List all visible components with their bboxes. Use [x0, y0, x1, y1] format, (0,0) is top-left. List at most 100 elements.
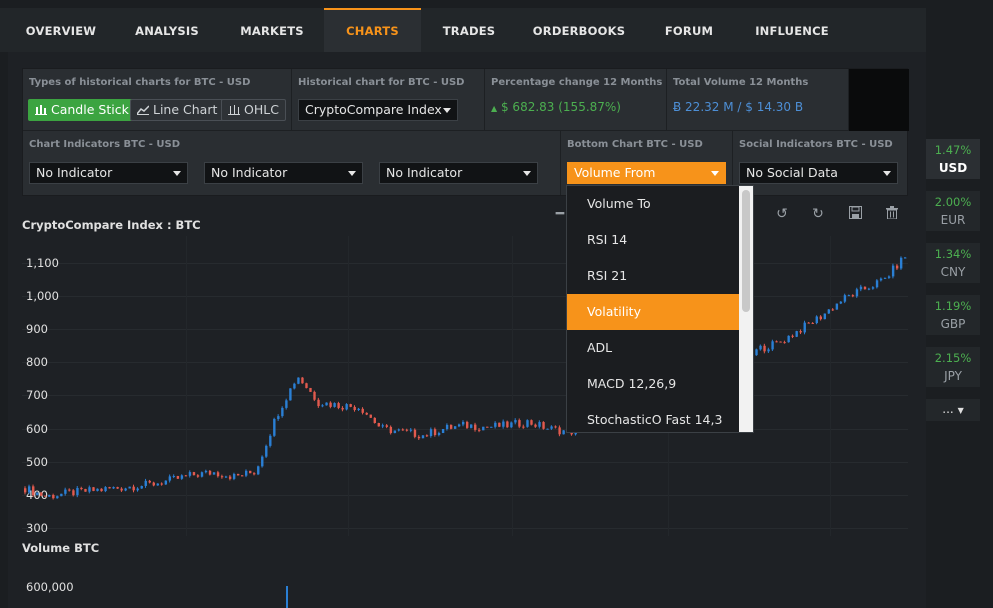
candle — [232, 473, 236, 479]
tab-influence[interactable]: INFLUENCE — [755, 24, 829, 38]
historical-select[interactable]: CryptoCompare Index — [298, 99, 458, 121]
candle — [132, 486, 135, 491]
tab-overview[interactable]: OVERVIEW — [25, 24, 97, 38]
candle — [498, 422, 501, 427]
candle — [269, 435, 272, 446]
candle — [236, 473, 240, 476]
trash-icon[interactable] — [884, 206, 900, 222]
candle — [44, 495, 47, 497]
grid-line — [22, 263, 908, 264]
candle — [542, 422, 545, 429]
dropdown-item-adl[interactable]: ADL — [587, 340, 613, 355]
candle — [449, 424, 453, 429]
tab-charts[interactable]: CHARTS — [324, 8, 421, 52]
candle — [68, 489, 71, 491]
dropdown-scrollbar-thumb[interactable] — [742, 190, 750, 312]
indicator-select-3[interactable]: No Indicator — [379, 162, 538, 184]
social-select[interactable]: No Social Data — [739, 162, 898, 184]
candle — [879, 278, 883, 281]
line-chart-button[interactable]: Line Chart — [130, 99, 225, 121]
indicator-2-value: No Indicator — [211, 165, 288, 180]
chevron-down-icon — [348, 171, 356, 176]
minus-icon[interactable]: ━ — [555, 206, 565, 222]
redo-icon[interactable]: ↻ — [812, 206, 824, 222]
candle — [321, 405, 324, 407]
ohlc-button[interactable]: OHLC — [221, 99, 286, 121]
total-volume-cell: Total Volume 12 Months Ƀ 22.32 M / $ 14.… — [667, 69, 849, 131]
candle — [377, 423, 380, 427]
tab-forum[interactable]: FORUM — [664, 24, 714, 38]
candle — [466, 421, 469, 428]
tab-orderbooks[interactable]: ORDERBOOKS — [532, 24, 626, 38]
candle — [297, 377, 300, 384]
currency-eur[interactable]: 2.00% EUR — [926, 191, 980, 231]
bottom-chart-select[interactable]: Volume From — [567, 162, 726, 184]
grid-line — [512, 236, 513, 536]
candle — [345, 404, 348, 410]
candle — [393, 430, 397, 434]
candle — [409, 429, 413, 431]
candlestick-icon — [35, 101, 47, 115]
save-icon[interactable] — [847, 206, 863, 222]
candle — [429, 429, 433, 437]
candle — [100, 488, 103, 492]
indicator-select-2[interactable]: No Indicator — [204, 162, 363, 184]
tab-markets[interactable]: MARKETS — [240, 24, 304, 38]
candle — [799, 331, 802, 333]
more-currencies-button[interactable]: ... ▼ — [926, 399, 980, 421]
candle — [457, 424, 461, 427]
dropdown-item-volume-to[interactable]: Volume To — [587, 196, 651, 211]
candle — [835, 303, 839, 310]
undo-icon[interactable]: ↺ — [776, 206, 788, 222]
candle — [554, 426, 557, 428]
y-tick: 1,000 — [26, 289, 59, 303]
candle — [381, 425, 385, 427]
candle — [192, 472, 196, 476]
up-arrow-icon: ▲ — [491, 104, 498, 113]
currency-pct: 2.15% — [934, 351, 972, 365]
candle — [329, 402, 332, 407]
dropdown-item-macd[interactable]: MACD 12,26,9 — [587, 376, 677, 391]
candle — [357, 408, 360, 411]
dropdown-item-rsi-21[interactable]: RSI 21 — [587, 268, 628, 283]
y-tick: 600 — [26, 422, 48, 436]
grid-line — [22, 395, 908, 396]
total-volume-title: Total Volume 12 Months — [673, 77, 809, 88]
candle — [855, 289, 859, 297]
candle — [80, 487, 83, 490]
chevron-down-icon — [711, 171, 719, 176]
total-volume-value: Ƀ 22.32 M / $ 14.30 B — [673, 100, 804, 114]
candle — [791, 335, 794, 337]
tab-analysis[interactable]: ANALYSIS — [135, 24, 199, 38]
currency-gbp[interactable]: 1.19% GBP — [926, 295, 980, 335]
dropdown-item-rsi-14[interactable]: RSI 14 — [587, 232, 628, 247]
candle — [425, 435, 429, 437]
candle — [40, 492, 43, 496]
candle — [52, 494, 55, 499]
tab-trades[interactable]: TRADES — [442, 24, 496, 38]
candle — [313, 391, 316, 400]
candle — [148, 480, 151, 483]
candle — [353, 406, 356, 411]
candle — [212, 472, 216, 475]
candle — [823, 313, 827, 320]
candle — [474, 424, 477, 430]
chevron-down-icon — [883, 171, 891, 176]
bottom-chart-value: Volume From — [574, 165, 656, 180]
line-chart-icon — [136, 101, 150, 115]
dropdown-item-stochastic[interactable]: StochasticO Fast 14,3 — [587, 412, 723, 427]
indicator-1-value: No Indicator — [36, 165, 113, 180]
candle — [240, 475, 244, 477]
candle — [253, 473, 256, 475]
currency-usd[interactable]: 1.47% USD — [926, 139, 980, 179]
candle — [899, 257, 903, 269]
indicator-select-1[interactable]: No Indicator — [29, 162, 188, 184]
candle — [124, 488, 127, 491]
candle — [759, 345, 762, 350]
currency-jpy[interactable]: 2.15% JPY — [926, 347, 980, 387]
line-chart-label: Line Chart — [153, 102, 218, 117]
currency-cny[interactable]: 1.34% CNY — [926, 243, 980, 283]
candlestick-button[interactable]: Candle Stick — [28, 99, 136, 121]
candle — [867, 288, 871, 290]
dropdown-item-volatility[interactable]: Volatility — [567, 294, 739, 330]
